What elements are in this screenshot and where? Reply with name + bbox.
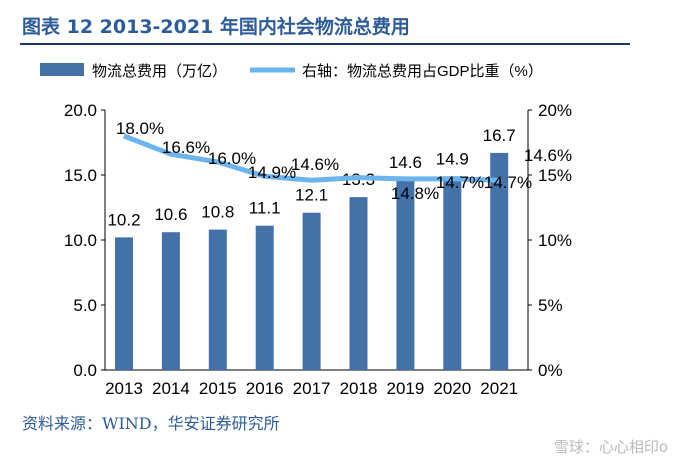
x-tick-label: 2015 xyxy=(199,379,237,398)
line-data-label: 14.7% xyxy=(484,173,532,192)
line-data-label: 14.9% xyxy=(248,163,296,182)
x-tick-label: 2014 xyxy=(152,379,190,398)
y2-tick-label: 20% xyxy=(538,101,572,120)
y2-tick-label: 0% xyxy=(538,361,563,380)
x-tick-label: 2018 xyxy=(340,379,378,398)
line-data-label: 14.8% xyxy=(391,184,439,203)
legend-label-bar: 物流总费用（万亿） xyxy=(92,63,227,80)
bar-data-label: 10.8 xyxy=(201,203,234,222)
bar-data-label: 16.7 xyxy=(483,126,516,145)
source-note: 资料来源：WIND，华安证券研究所 xyxy=(22,414,280,433)
bar xyxy=(396,180,415,370)
line-data-label: 16.0% xyxy=(208,149,256,168)
bar-data-label: 10.6 xyxy=(154,205,187,224)
y-tick-label: 15.0 xyxy=(64,166,97,185)
bar xyxy=(490,152,509,370)
y-tick-label: 10.0 xyxy=(64,231,97,250)
y2-tick-label: 15% xyxy=(538,166,572,185)
legend-label-line: 右轴：物流总费用占GDP比重（%） xyxy=(302,63,543,80)
bar-data-label: 11.1 xyxy=(249,199,281,218)
bar xyxy=(115,237,133,370)
line-data-label: 14.6% xyxy=(524,146,572,165)
y-tick-label: 20.0 xyxy=(64,101,97,120)
bar xyxy=(443,176,462,370)
bar-data-label: 10.2 xyxy=(107,210,140,229)
bar xyxy=(302,212,321,370)
line-series xyxy=(123,133,500,183)
x-tick-label: 2013 xyxy=(105,379,143,398)
y-tick-label: 0.0 xyxy=(73,361,97,380)
legend-swatch-bar xyxy=(40,63,84,76)
x-tick-label: 2020 xyxy=(433,379,471,398)
line-data-label: 14.6% xyxy=(291,155,339,174)
title-divider xyxy=(20,43,630,45)
watermark: 雪球：心心相印o xyxy=(553,438,668,456)
line-data-label: 18.0% xyxy=(116,119,164,138)
y2-tick-label: 10% xyxy=(538,231,572,250)
bar xyxy=(255,225,274,370)
bar-data-label: 14.6 xyxy=(389,153,422,172)
x-tick-label: 2021 xyxy=(480,379,518,398)
bar-data-label: 12.1 xyxy=(295,186,328,205)
line-data-label: 14.7% xyxy=(436,173,484,192)
x-tick-label: 2017 xyxy=(293,379,331,398)
line-data-label: 16.6% xyxy=(162,138,210,157)
bar xyxy=(161,232,180,370)
x-tick-label: 2019 xyxy=(386,379,424,398)
figure-title: 图表 12 2013-2021 年国内社会物流总费用 xyxy=(22,16,410,38)
bar xyxy=(208,229,227,370)
bar xyxy=(349,197,368,370)
x-tick-label: 2016 xyxy=(246,379,284,398)
y-tick-label: 5.0 xyxy=(73,296,97,315)
bar-data-label: 14.9 xyxy=(436,149,469,168)
y2-tick-label: 5% xyxy=(538,296,563,315)
